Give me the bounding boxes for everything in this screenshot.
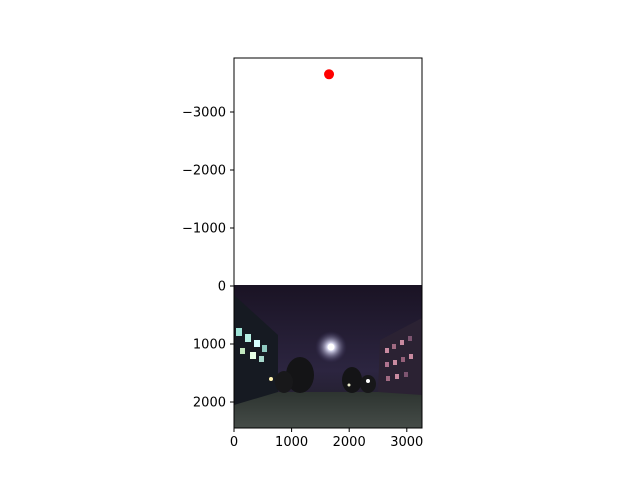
y-tick-label: 2000 <box>193 396 226 411</box>
y-tick-label: −1000 <box>182 222 226 237</box>
x-axis: 0 1000 2000 3000 <box>230 428 423 450</box>
x-tick-label: 3000 <box>390 435 423 450</box>
y-tick-label: 0 <box>218 280 226 295</box>
y-axis: −3000 −2000 −1000 0 1000 2000 <box>182 106 234 411</box>
y-tick-label: −3000 <box>182 106 226 121</box>
x-tick-label: 0 <box>230 435 238 450</box>
x-tick-label: 1000 <box>275 435 308 450</box>
y-tick-label: 1000 <box>193 338 226 353</box>
y-tick-label: −2000 <box>182 164 226 179</box>
scatter-point <box>324 69 335 80</box>
scatter-series <box>324 69 335 80</box>
axes-frame <box>233 57 423 429</box>
x-tick-label: 2000 <box>333 435 366 450</box>
background-photo <box>234 285 422 428</box>
